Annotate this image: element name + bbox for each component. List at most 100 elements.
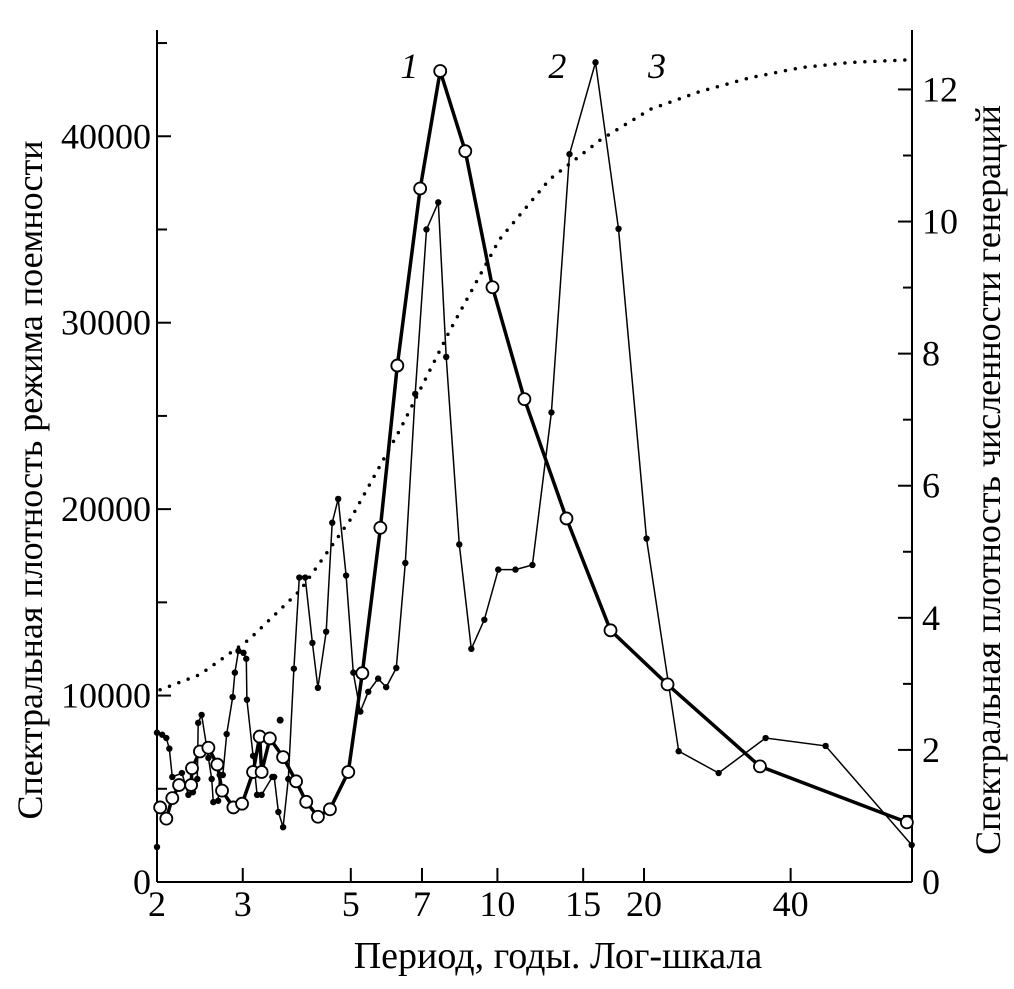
- series-2-point: [529, 561, 536, 569]
- series-2-point: [908, 841, 915, 849]
- right-axis-title: Спектральная плотность численности генер…: [968, 105, 1008, 855]
- x-tick-label: 40: [773, 884, 809, 924]
- x-tick-label: 10: [479, 884, 515, 924]
- left-tick-label: 10000: [61, 676, 151, 716]
- series-2-point: [329, 519, 336, 526]
- series-2-point: [456, 541, 463, 548]
- series-2-point: [615, 225, 622, 232]
- series-2-point: [231, 669, 239, 676]
- series-2-point: [481, 616, 488, 623]
- series-2-point: [512, 566, 519, 573]
- series-1-point: [899, 815, 914, 830]
- series-1-point: [159, 811, 174, 826]
- marks: 1 2 3: [153, 46, 915, 851]
- series-2-point: [153, 843, 161, 851]
- x-tick-label: 2: [148, 884, 166, 924]
- series-2-point: [253, 791, 261, 799]
- series-2-point: [240, 649, 247, 657]
- series-2-point: [393, 664, 400, 672]
- curve-label: 3: [647, 46, 666, 86]
- series-2-point: [443, 353, 450, 361]
- series-2-point: [402, 559, 409, 567]
- x-tick-label: 5: [342, 884, 360, 924]
- series-1-point: [355, 666, 370, 681]
- series-1-point: [210, 757, 225, 772]
- x-tick-label: 15: [565, 884, 601, 924]
- series-2-point: [350, 669, 357, 676]
- series-1-point: [559, 511, 574, 526]
- right-tick-label: 12: [922, 69, 958, 109]
- x-tick-label: 20: [626, 884, 662, 924]
- right-tick-label: 10: [922, 202, 958, 242]
- x-tick-label: 3: [234, 884, 252, 924]
- series-1-point: [184, 778, 199, 792]
- series-1-point: [185, 761, 199, 776]
- series-2-point: [715, 769, 722, 777]
- series-2-point: [208, 775, 215, 783]
- series-2-point: [219, 771, 227, 779]
- series-2-point: [374, 675, 382, 682]
- series-2-point: [334, 495, 342, 503]
- series-2-point: [382, 683, 390, 691]
- series-2-point: [243, 696, 251, 703]
- series-2-point: [166, 745, 173, 752]
- x-tick-label: 7: [413, 884, 431, 924]
- series-2-point: [548, 409, 555, 416]
- series-2-point: [276, 716, 284, 724]
- series-1-point: [341, 765, 356, 779]
- series-1-line: [158, 69, 908, 824]
- series-2-point: [309, 639, 316, 647]
- series-2-point: [357, 708, 364, 715]
- series-2-point: [822, 742, 829, 750]
- series-2-point: [214, 797, 222, 804]
- series-2-point: [223, 730, 230, 738]
- series-2-point: [342, 572, 350, 579]
- series-1-point: [433, 64, 448, 78]
- axes: 2 3 5 7 10 15 20 400100002000030000400000246810…: [61, 30, 958, 924]
- series-2-line: [156, 62, 913, 847]
- series-1-point: [413, 181, 428, 196]
- right-tick-label: 0: [922, 862, 940, 902]
- series-3-line: [158, 57, 915, 692]
- series-1-point: [373, 520, 388, 535]
- left-tick-label: 0: [133, 862, 151, 902]
- series-2-point: [249, 752, 257, 760]
- left-axis-title: Спектральная плотность режима поемности: [10, 141, 50, 820]
- series-1-point: [289, 774, 303, 789]
- series-2-point: [592, 59, 599, 66]
- series-1-point: [165, 791, 180, 806]
- series-1-point: [172, 778, 186, 792]
- series-2-point: [290, 665, 298, 672]
- series-2-point: [153, 729, 161, 736]
- series-2-point: [229, 693, 236, 701]
- series-2-point: [296, 574, 303, 581]
- left-tick-label: 20000: [61, 489, 151, 529]
- series-1-point: [215, 783, 229, 798]
- left-tick-label: 30000: [61, 303, 151, 343]
- series-1-point: [311, 809, 325, 824]
- series-1-point: [485, 280, 500, 295]
- series-2-point: [243, 655, 250, 662]
- series-1-point: [753, 759, 767, 774]
- series-1-point: [201, 740, 216, 755]
- series-2-point: [178, 769, 186, 777]
- right-tick-label: 2: [922, 730, 940, 770]
- series-2-point: [423, 226, 430, 233]
- series-1-point: [517, 392, 532, 407]
- series-2-point: [365, 688, 372, 695]
- series-2-point: [194, 719, 202, 727]
- series-2-point: [279, 823, 287, 831]
- series-1-point: [660, 677, 675, 692]
- series-2-point: [235, 647, 242, 655]
- series-2-point: [322, 628, 330, 635]
- series-2-point: [762, 734, 769, 742]
- right-tick-label: 8: [922, 334, 940, 374]
- series-2-point: [435, 199, 442, 206]
- left-tick-label: 40000: [61, 116, 151, 156]
- curve-label: 2: [548, 46, 566, 86]
- series-1-point: [276, 750, 290, 764]
- series-2-point: [301, 574, 309, 581]
- series-2-point: [258, 791, 265, 799]
- series-2-point: [169, 773, 176, 781]
